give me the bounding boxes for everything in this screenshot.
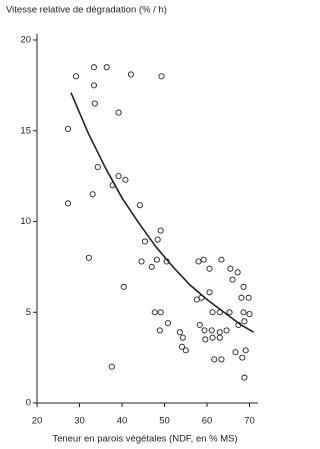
data-point	[141, 238, 148, 245]
y-tick-label: 5	[26, 307, 31, 318]
data-point	[223, 327, 230, 334]
data-point	[138, 258, 145, 265]
data-point	[115, 173, 122, 180]
data-point	[120, 283, 127, 290]
data-point	[241, 374, 248, 381]
data-point	[103, 64, 110, 71]
data-point	[241, 318, 248, 325]
data-point	[164, 320, 171, 327]
data-point	[196, 321, 203, 329]
data-point	[156, 327, 163, 334]
data-point	[115, 109, 122, 116]
data-point	[151, 309, 158, 316]
data-point	[153, 256, 160, 263]
data-point	[91, 100, 98, 107]
data-point	[195, 258, 202, 265]
data-point	[158, 73, 165, 80]
x-tick-label: 50	[159, 416, 170, 427]
data-point	[234, 269, 241, 276]
data-point	[127, 71, 134, 78]
data-point	[218, 256, 225, 263]
data-point	[64, 125, 72, 132]
data-point	[218, 356, 225, 363]
data-point	[232, 349, 239, 356]
data-point	[240, 309, 247, 316]
x-tick-label: 60	[202, 416, 213, 427]
data-point	[245, 294, 252, 301]
data-point	[64, 200, 72, 207]
data-point	[89, 191, 96, 198]
y-tick-label: 20	[20, 35, 31, 46]
chart-title: Vitesse relative de dégradation (% / h)	[6, 5, 167, 16]
data-point	[208, 327, 215, 334]
data-point	[206, 265, 213, 272]
data-point	[157, 309, 164, 316]
data-point	[227, 265, 234, 272]
data-point	[73, 73, 80, 80]
data-point	[201, 327, 208, 334]
data-point	[240, 283, 247, 290]
y-tick-label: 15	[20, 125, 31, 136]
data-point	[157, 227, 164, 234]
data-point	[239, 354, 246, 361]
data-point	[148, 263, 155, 270]
data-point	[229, 276, 236, 283]
data-point	[90, 64, 97, 71]
data-point	[206, 289, 213, 296]
data-point	[216, 334, 223, 341]
data-point	[90, 82, 97, 89]
data-point	[136, 202, 143, 209]
data-point	[182, 347, 189, 354]
data-point	[154, 236, 161, 243]
data-point	[193, 296, 200, 303]
data-point	[202, 336, 209, 343]
y-tick-label: 0	[26, 398, 31, 409]
data-point	[176, 329, 183, 336]
y-tick-label: 10	[20, 216, 31, 227]
data-point	[246, 311, 253, 318]
x-tick-label: 30	[74, 416, 85, 427]
data-point	[85, 254, 92, 261]
data-point	[94, 163, 101, 171]
data-point	[179, 334, 186, 341]
data-point	[238, 294, 245, 301]
data-point	[242, 347, 249, 354]
data-point	[122, 176, 129, 183]
data-point	[200, 256, 207, 263]
data-point	[216, 329, 223, 336]
x-axis-label: Teneur en parois végétales (NDF, en % MS…	[52, 434, 237, 445]
x-tick-label: 40	[117, 416, 128, 427]
data-point	[178, 343, 185, 350]
fit-curve	[70, 92, 255, 333]
data-point	[108, 363, 115, 370]
data-point	[211, 356, 218, 363]
x-tick-label: 20	[32, 416, 43, 427]
x-tick-label: 70	[244, 416, 255, 427]
data-point	[209, 334, 216, 341]
chart: Vitesse relative de dégradation (% / h) …	[6, 5, 258, 445]
data-point	[209, 309, 216, 316]
data-point	[226, 309, 233, 316]
